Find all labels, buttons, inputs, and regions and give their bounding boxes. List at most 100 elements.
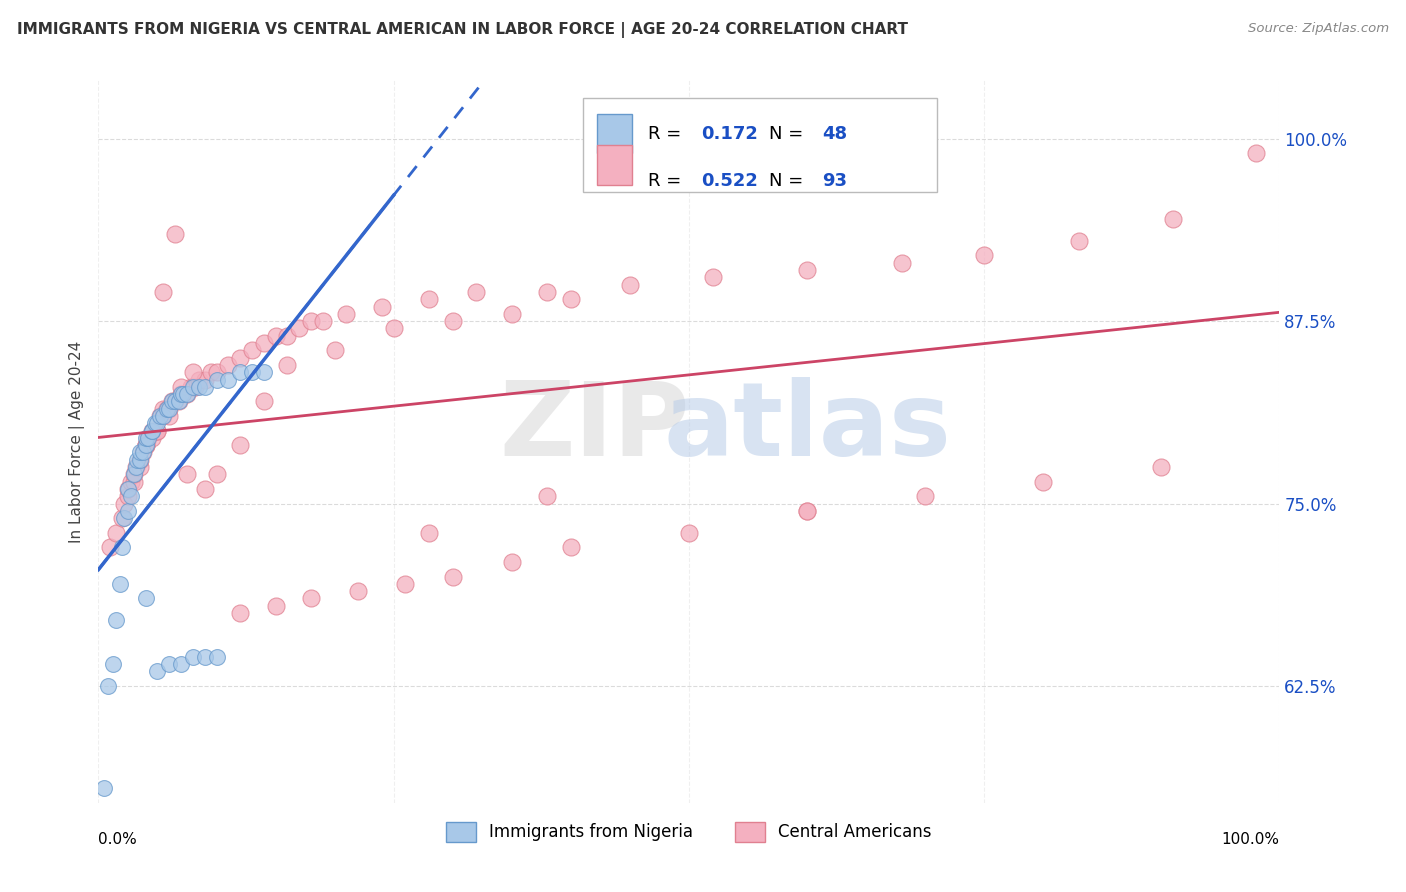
Point xyxy=(170,387,193,401)
Point xyxy=(973,248,995,262)
Point xyxy=(312,314,335,328)
Point xyxy=(128,452,150,467)
Text: 0.172: 0.172 xyxy=(700,125,758,143)
Y-axis label: In Labor Force | Age 20-24: In Labor Force | Age 20-24 xyxy=(69,341,84,542)
Point xyxy=(187,372,209,386)
Point xyxy=(170,657,193,672)
Point xyxy=(105,525,128,540)
Point xyxy=(135,438,157,452)
FancyBboxPatch shape xyxy=(582,98,936,193)
Point xyxy=(205,372,228,386)
Point xyxy=(181,649,204,664)
Point xyxy=(167,394,190,409)
Point xyxy=(1244,146,1267,161)
Point xyxy=(205,649,228,664)
Point xyxy=(122,467,145,482)
Point xyxy=(93,781,115,796)
Point xyxy=(181,380,204,394)
Point xyxy=(128,452,150,467)
Point xyxy=(335,307,357,321)
Point xyxy=(101,657,124,672)
Point xyxy=(117,489,139,503)
Point xyxy=(136,431,159,445)
Point xyxy=(170,380,193,394)
Point xyxy=(97,679,120,693)
Point xyxy=(229,351,252,365)
Point xyxy=(117,482,139,496)
Point xyxy=(890,256,912,270)
Point xyxy=(194,372,217,386)
Point xyxy=(141,424,163,438)
Point xyxy=(117,504,139,518)
Point xyxy=(560,292,582,306)
Text: 100.0%: 100.0% xyxy=(1222,831,1279,847)
Point xyxy=(160,394,183,409)
Point xyxy=(678,525,700,540)
Point xyxy=(135,438,157,452)
Point xyxy=(112,497,135,511)
Point xyxy=(156,401,179,416)
Point xyxy=(253,336,276,351)
Point xyxy=(105,613,128,627)
Point xyxy=(172,387,194,401)
Point xyxy=(200,365,222,379)
Point xyxy=(136,431,159,445)
Point xyxy=(702,270,724,285)
Point xyxy=(418,525,440,540)
Point xyxy=(371,300,394,314)
Point xyxy=(264,599,287,613)
Point xyxy=(536,285,558,299)
Point xyxy=(143,424,166,438)
Point xyxy=(132,445,155,459)
Point xyxy=(323,343,346,358)
Point xyxy=(152,409,174,423)
Point xyxy=(165,394,187,409)
Text: 48: 48 xyxy=(823,125,848,143)
Point xyxy=(501,555,523,569)
FancyBboxPatch shape xyxy=(596,113,633,153)
Point xyxy=(536,489,558,503)
Point xyxy=(253,394,276,409)
Point xyxy=(135,438,157,452)
Text: 0.0%: 0.0% xyxy=(98,831,138,847)
Point xyxy=(288,321,311,335)
Point xyxy=(441,314,464,328)
Point xyxy=(135,438,157,452)
Point xyxy=(128,460,150,475)
Point xyxy=(441,569,464,583)
Point xyxy=(122,467,145,482)
Text: N =: N = xyxy=(769,171,810,189)
Point xyxy=(149,409,172,423)
Text: R =: R = xyxy=(648,125,686,143)
Text: IMMIGRANTS FROM NIGERIA VS CENTRAL AMERICAN IN LABOR FORCE | AGE 20-24 CORRELATI: IMMIGRANTS FROM NIGERIA VS CENTRAL AMERI… xyxy=(17,22,908,38)
Point xyxy=(117,482,139,496)
Point xyxy=(170,387,193,401)
Point xyxy=(229,438,252,452)
Point xyxy=(128,445,150,459)
FancyBboxPatch shape xyxy=(596,145,633,185)
Point xyxy=(382,321,405,335)
Point xyxy=(125,460,148,475)
Point xyxy=(205,365,228,379)
Point xyxy=(146,417,169,431)
Text: Source: ZipAtlas.com: Source: ZipAtlas.com xyxy=(1249,22,1389,36)
Point xyxy=(276,328,298,343)
Point xyxy=(157,401,180,416)
Point xyxy=(187,380,209,394)
Point xyxy=(796,504,818,518)
Text: N =: N = xyxy=(769,125,810,143)
Point xyxy=(229,606,252,620)
Point xyxy=(121,475,143,489)
Point xyxy=(127,452,149,467)
Point xyxy=(112,511,135,525)
Point xyxy=(194,649,217,664)
Text: ZIP: ZIP xyxy=(499,376,690,477)
Point xyxy=(152,409,174,423)
Point xyxy=(135,591,157,606)
Point xyxy=(141,424,163,438)
Point xyxy=(1150,460,1173,475)
Point xyxy=(240,343,263,358)
Point xyxy=(141,431,163,445)
Point xyxy=(152,285,174,299)
Point xyxy=(125,460,148,475)
